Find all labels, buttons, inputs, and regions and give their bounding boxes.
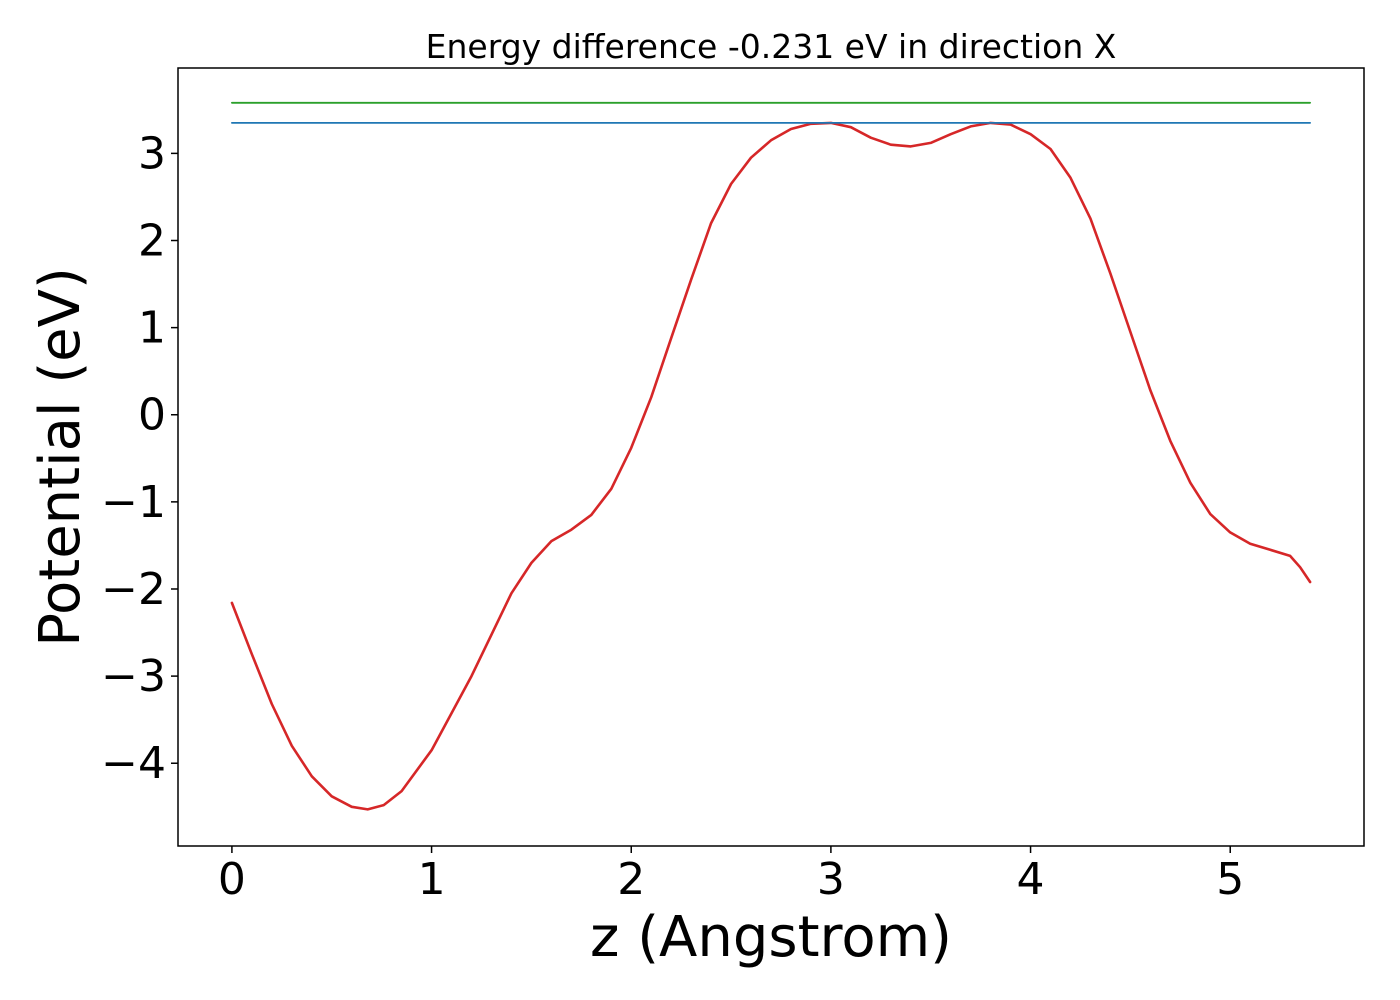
x-axis-label: z (Angstrom) — [590, 905, 952, 970]
x-tick-label: 0 — [218, 854, 246, 905]
x-axis-ticks: 0 1 2 3 4 5 — [218, 846, 1244, 905]
y-axis-label: Potential (eV) — [28, 267, 93, 647]
x-tick-label: 4 — [1017, 854, 1045, 905]
x-tick-label: 3 — [817, 854, 845, 905]
y-tick-label: 3 — [138, 128, 166, 179]
x-tick-label: 5 — [1216, 854, 1244, 905]
y-tick-label: 0 — [138, 390, 166, 441]
y-tick-label: −3 — [101, 651, 166, 702]
y-tick-label: −1 — [101, 477, 166, 528]
x-tick-label: 2 — [617, 854, 645, 905]
chart-title: Energy difference -0.231 eV in direction… — [426, 27, 1117, 66]
y-tick-label: −2 — [101, 564, 166, 615]
y-tick-label: 2 — [138, 216, 166, 267]
y-tick-label: 1 — [138, 303, 166, 354]
series-layer — [230, 101, 1312, 811]
y-axis-ticks: −4 −3 −2 −1 0 1 2 3 — [101, 128, 178, 789]
x-tick-label: 1 — [418, 854, 446, 905]
potential-curve — [230, 121, 1312, 811]
plot-frame — [177, 67, 1365, 847]
y-tick-label: −4 — [101, 738, 166, 789]
